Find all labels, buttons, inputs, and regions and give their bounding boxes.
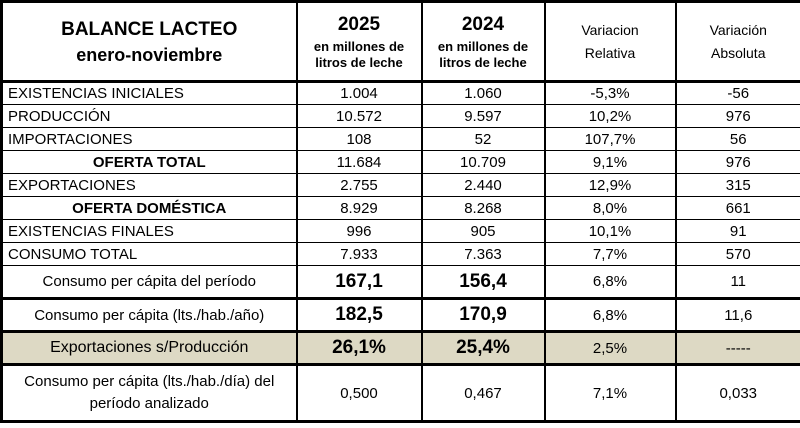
cell-variacion-relativa: -5,3% — [543, 81, 677, 105]
table-row-consumo-per-capita-diario: Consumo per cápita (lts./hab./día) del p… — [0, 363, 800, 422]
cell-variacion-relativa: 6,8% — [543, 265, 677, 299]
cell-2025: 2.755 — [295, 173, 423, 197]
cell-variacion-absoluta: 315 — [674, 173, 800, 197]
cell-variacion-absoluta: 661 — [674, 196, 800, 220]
year-2025: 2025 — [337, 13, 381, 35]
table-title-cell: BALANCE LACTEO enero-noviembre — [0, 1, 298, 83]
variacion-absoluta-line1: Variación — [709, 22, 767, 39]
cell-2024: 2.440 — [420, 173, 546, 197]
variacion-absoluta-line2: Absoluta — [711, 44, 766, 61]
year-2024-subtitle-1: en millones de — [437, 38, 529, 54]
year-2025-subtitle-1: en millones de — [313, 38, 405, 54]
cell-2025: 11.684 — [295, 150, 423, 174]
cell-variacion-relativa: 10,2% — [543, 104, 677, 128]
table-row-exportaciones-sobre-produccion: Exportaciones s/Producción 26,1% 25,4% 2… — [0, 330, 800, 365]
cell-2024: 9.597 — [420, 104, 546, 128]
table-row-exportaciones: EXPORTACIONES 2.755 2.440 12,9% 315 — [0, 173, 800, 197]
title-line2: enero-noviembre — [76, 45, 223, 66]
table-row-importaciones: IMPORTACIONES 108 52 107,7% 56 — [0, 127, 800, 151]
cell-label: CONSUMO TOTAL — [0, 242, 298, 266]
cell-2025: 1.004 — [295, 81, 423, 105]
variacion-relativa-line2: Relativa — [584, 44, 636, 61]
cell-2025: 10.572 — [295, 104, 423, 128]
cell-variacion-relativa: 6,8% — [543, 297, 677, 332]
cell-variacion-relativa: 8,0% — [543, 196, 677, 220]
cell-2025: 167,1 — [295, 265, 423, 299]
cell-2024: 8.268 — [420, 196, 546, 220]
cell-variacion-absoluta: 976 — [674, 104, 800, 128]
table-row-oferta-domestica: OFERTA DOMÉSTICA 8.929 8.268 8,0% 661 — [0, 196, 800, 220]
cell-variacion-relativa: 7,7% — [543, 242, 677, 266]
cell-label: Exportaciones s/Producción — [0, 330, 298, 365]
cell-2025: 7.933 — [295, 242, 423, 266]
col-header-2024: 2024 en millones de litros de leche — [420, 1, 546, 83]
cell-variacion-relativa: 10,1% — [543, 219, 677, 243]
cell-variacion-relativa: 2,5% — [543, 330, 677, 365]
cell-label: EXISTENCIAS FINALES — [0, 219, 298, 243]
cell-2024: 10.709 — [420, 150, 546, 174]
year-2024: 2024 — [461, 13, 505, 35]
cell-2024: 0,467 — [420, 363, 546, 422]
col-header-variacion-absoluta: Variación Absoluta — [674, 1, 800, 83]
cell-2024: 156,4 — [420, 265, 546, 299]
cell-label: Consumo per cápita del período — [0, 265, 298, 299]
table-row-existencias-iniciales: EXISTENCIAS INICIALES 1.004 1.060 -5,3% … — [0, 81, 800, 105]
cell-2025: 26,1% — [295, 330, 423, 365]
cell-variacion-absoluta: 976 — [674, 150, 800, 174]
cell-variacion-relativa: 9,1% — [543, 150, 677, 174]
cell-2025: 0,500 — [295, 363, 423, 422]
table-row-oferta-total: OFERTA TOTAL 11.684 10.709 9,1% 976 — [0, 150, 800, 174]
cell-variacion-absoluta: ----- — [674, 330, 800, 365]
table-row-consumo-per-capita-anual: Consumo per cápita (lts./hab./año) 182,5… — [0, 297, 800, 332]
cell-label: Consumo per cápita (lts./hab./día) del p… — [0, 363, 298, 422]
cell-variacion-absoluta: 11 — [674, 265, 800, 299]
year-2025-subtitle-2: litros de leche — [315, 54, 403, 70]
cell-variacion-relativa: 107,7% — [543, 127, 677, 151]
cell-2025: 182,5 — [295, 297, 423, 332]
cell-variacion-absoluta: 570 — [674, 242, 800, 266]
cell-label: Consumo per cápita (lts./hab./año) — [0, 297, 298, 332]
cell-label: OFERTA TOTAL — [0, 150, 298, 174]
cell-2025: 108 — [295, 127, 423, 151]
cell-2024: 905 — [420, 219, 546, 243]
cell-2024: 52 — [420, 127, 546, 151]
cell-variacion-absoluta: 56 — [674, 127, 800, 151]
variacion-relativa-line1: Variacion — [581, 22, 639, 39]
col-header-variacion-relativa: Variacion Relativa — [543, 1, 677, 83]
cell-variacion-absoluta: 11,6 — [674, 297, 800, 332]
title-line1: BALANCE LACTEO — [61, 18, 238, 40]
table-row-existencias-finales: EXISTENCIAS FINALES 996 905 10,1% 91 — [0, 219, 800, 243]
cell-label: IMPORTACIONES — [0, 127, 298, 151]
cell-variacion-absoluta: -56 — [674, 81, 800, 105]
header-row: BALANCE LACTEO enero-noviembre 2025 en m… — [0, 1, 800, 83]
table-row-produccion: PRODUCCIÓN 10.572 9.597 10,2% 976 — [0, 104, 800, 128]
table-row-consumo-total: CONSUMO TOTAL 7.933 7.363 7,7% 570 — [0, 242, 800, 266]
cell-label: PRODUCCIÓN — [0, 104, 298, 128]
cell-label: OFERTA DOMÉSTICA — [0, 196, 298, 220]
col-header-2025: 2025 en millones de litros de leche — [295, 1, 423, 83]
cell-2024: 1.060 — [420, 81, 546, 105]
table-row-consumo-per-capita-periodo: Consumo per cápita del período 167,1 156… — [0, 265, 800, 299]
cell-2024: 170,9 — [420, 297, 546, 332]
year-2024-subtitle-2: litros de leche — [439, 54, 527, 70]
cell-variacion-absoluta: 0,033 — [674, 363, 800, 422]
cell-label: EXISTENCIAS INICIALES — [0, 81, 298, 105]
cell-variacion-relativa: 12,9% — [543, 173, 677, 197]
cell-2025: 996 — [295, 219, 423, 243]
cell-variacion-absoluta: 91 — [674, 219, 800, 243]
cell-2025: 8.929 — [295, 196, 423, 220]
cell-2024: 25,4% — [420, 330, 546, 365]
cell-2024: 7.363 — [420, 242, 546, 266]
cell-label: EXPORTACIONES — [0, 173, 298, 197]
cell-variacion-relativa: 7,1% — [543, 363, 677, 422]
